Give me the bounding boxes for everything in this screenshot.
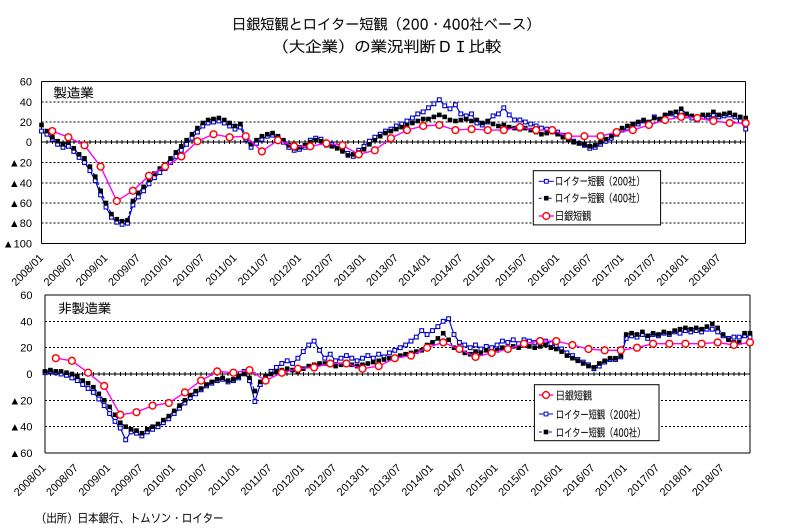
svg-text:60: 60	[20, 77, 32, 89]
svg-text:40: 40	[20, 97, 32, 109]
svg-text:▲20: ▲20	[9, 158, 32, 170]
svg-text:▲100: ▲100	[3, 239, 32, 251]
svg-text:▲80: ▲80	[9, 218, 32, 230]
svg-text:20: 20	[20, 343, 32, 355]
svg-text:60: 60	[20, 290, 32, 302]
svg-text:0: 0	[26, 369, 32, 381]
svg-text:▲60: ▲60	[9, 448, 32, 460]
svg-text:▲40: ▲40	[9, 178, 32, 190]
svg-text:▲20: ▲20	[9, 395, 32, 407]
svg-text:20: 20	[20, 117, 32, 129]
svg-text:▲60: ▲60	[9, 198, 32, 210]
svg-text:0: 0	[26, 137, 32, 149]
svg-text:40: 40	[20, 316, 32, 328]
svg-text:▲40: ▲40	[9, 422, 32, 434]
